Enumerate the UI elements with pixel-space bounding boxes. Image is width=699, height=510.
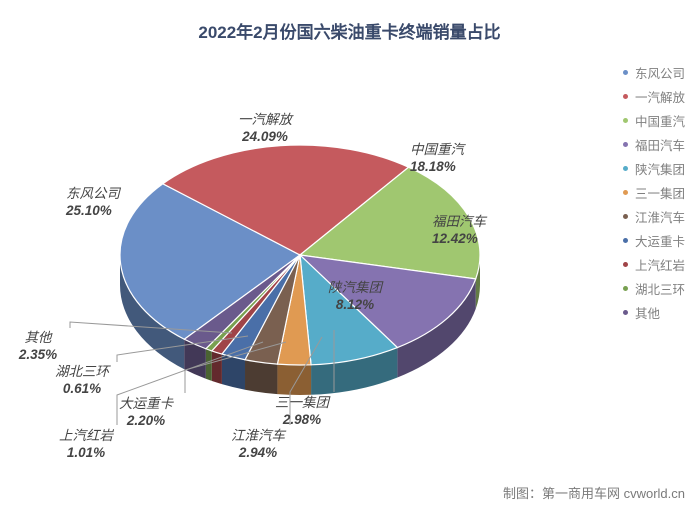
legend-label: 其他 <box>635 303 660 322</box>
legend-dot-icon <box>623 190 628 195</box>
legend-dot-icon <box>623 238 628 243</box>
legend-item: 陕汽集团 <box>623 156 685 180</box>
legend-label: 一汽解放 <box>635 87 685 106</box>
legend-dot-icon <box>623 214 628 219</box>
legend-item: 江淮汽车 <box>623 204 685 228</box>
legend-dot-icon <box>623 70 628 75</box>
slice-label: 上汽红岩1.01% <box>59 428 113 462</box>
pie-wall <box>277 364 311 395</box>
legend-label: 大运重卡 <box>635 231 685 250</box>
legend-item: 福田汽车 <box>623 132 685 156</box>
legend-label: 上汽红岩 <box>635 255 685 274</box>
slice-label: 一汽解放24.09% <box>238 112 292 146</box>
legend-item: 东风公司 <box>623 60 685 84</box>
slice-label: 其他2.35% <box>19 330 57 364</box>
legend-item: 湖北三环 <box>623 276 685 300</box>
legend-label: 东风公司 <box>635 63 685 82</box>
legend-dot-icon <box>623 94 628 99</box>
legend-label: 陕汽集团 <box>635 159 685 178</box>
slice-label: 中国重汽18.18% <box>410 142 464 176</box>
legend-dot-icon <box>623 142 628 147</box>
legend-dot-icon <box>623 310 628 315</box>
legend-item: 其他 <box>623 300 685 324</box>
slice-label: 大运重卡2.20% <box>119 396 173 430</box>
slice-label: 福田汽车12.42% <box>432 214 486 248</box>
pie-wall <box>212 351 222 384</box>
legend-label: 福田汽车 <box>635 135 685 154</box>
slice-label: 三一集团2.98% <box>275 395 329 429</box>
legend-label: 中国重汽 <box>635 111 685 130</box>
pie-wall <box>206 349 212 381</box>
slice-label: 江淮汽车2.94% <box>231 428 285 462</box>
legend: 东风公司一汽解放中国重汽福田汽车陕汽集团三一集团江淮汽车大运重卡上汽红岩湖北三环… <box>623 60 685 324</box>
legend-item: 一汽解放 <box>623 84 685 108</box>
slice-label: 东风公司25.10% <box>66 186 120 220</box>
legend-label: 三一集团 <box>635 183 685 202</box>
legend-item: 上汽红岩 <box>623 252 685 276</box>
legend-item: 中国重汽 <box>623 108 685 132</box>
pie-wall <box>245 360 277 394</box>
slice-label: 湖北三环0.61% <box>55 364 109 398</box>
legend-label: 湖北三环 <box>635 279 685 298</box>
legend-item: 大运重卡 <box>623 228 685 252</box>
slice-label: 陕汽集团8.12% <box>328 280 382 314</box>
legend-label: 江淮汽车 <box>635 207 685 226</box>
legend-dot-icon <box>623 262 628 267</box>
legend-dot-icon <box>623 118 628 123</box>
legend-item: 三一集团 <box>623 180 685 204</box>
legend-dot-icon <box>623 166 628 171</box>
legend-dot-icon <box>623 286 628 291</box>
attribution-text: 制图：第一商用车网 cvworld.cn <box>503 483 685 502</box>
